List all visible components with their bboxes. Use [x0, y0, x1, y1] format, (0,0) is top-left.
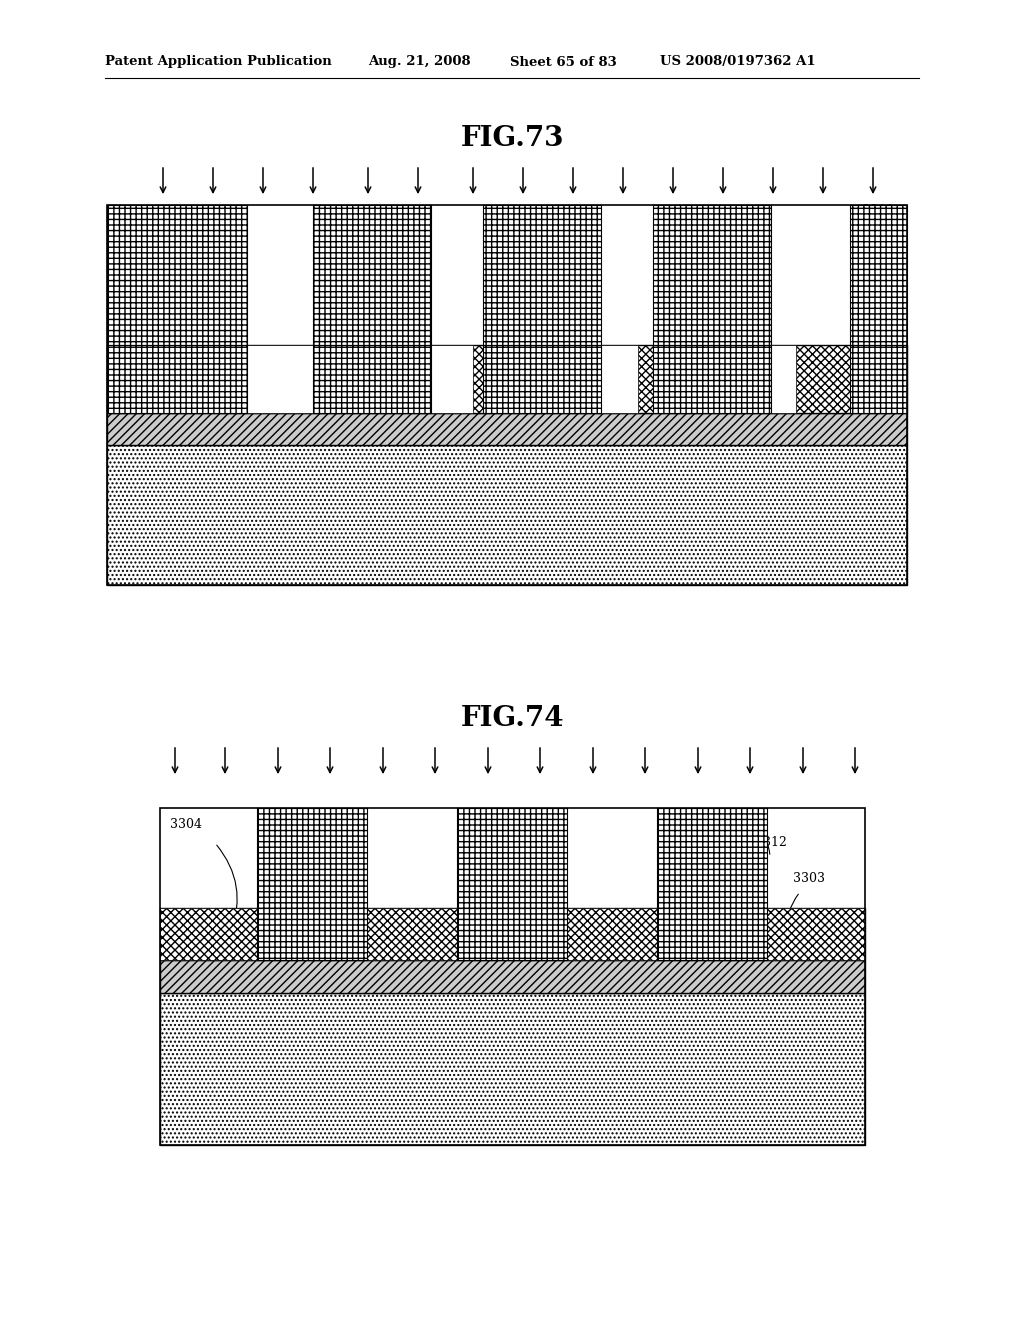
Text: Sheet 65 of 83: Sheet 65 of 83: [510, 55, 616, 69]
Bar: [850, 205, 907, 345]
Bar: [850, 345, 907, 413]
Bar: [483, 345, 601, 413]
Bar: [562, 345, 638, 413]
Bar: [567, 908, 657, 960]
Bar: [313, 205, 431, 345]
Text: 3304: 3304: [170, 818, 202, 832]
Bar: [457, 808, 567, 908]
Text: Patent Application Publication: Patent Application Publication: [105, 55, 332, 69]
Bar: [106, 345, 247, 413]
Text: FIG.74: FIG.74: [460, 705, 564, 731]
Bar: [457, 908, 567, 960]
Text: 3303: 3303: [318, 206, 350, 219]
Bar: [106, 345, 907, 413]
Text: Aug. 21, 2008: Aug. 21, 2008: [368, 55, 471, 69]
Text: FIG.73: FIG.73: [460, 124, 564, 152]
Bar: [160, 908, 257, 960]
Bar: [160, 993, 865, 1144]
Bar: [257, 908, 367, 960]
Bar: [483, 205, 601, 345]
Bar: [367, 908, 457, 960]
Bar: [257, 808, 367, 908]
Text: 3311: 3311: [862, 203, 894, 216]
Bar: [160, 908, 865, 960]
Bar: [653, 345, 771, 413]
Text: 3312: 3312: [755, 837, 786, 850]
Bar: [397, 345, 473, 413]
Bar: [106, 205, 907, 585]
Bar: [657, 808, 767, 908]
Text: 3303: 3303: [793, 871, 825, 884]
Bar: [106, 413, 907, 445]
Bar: [242, 345, 318, 413]
Bar: [313, 345, 431, 413]
Bar: [657, 908, 767, 960]
Bar: [767, 908, 865, 960]
Bar: [653, 205, 771, 345]
Bar: [720, 345, 796, 413]
Bar: [160, 960, 865, 993]
Bar: [106, 445, 907, 585]
Bar: [106, 205, 247, 345]
Text: US 2008/0197362 A1: US 2008/0197362 A1: [660, 55, 816, 69]
Bar: [160, 808, 865, 1144]
